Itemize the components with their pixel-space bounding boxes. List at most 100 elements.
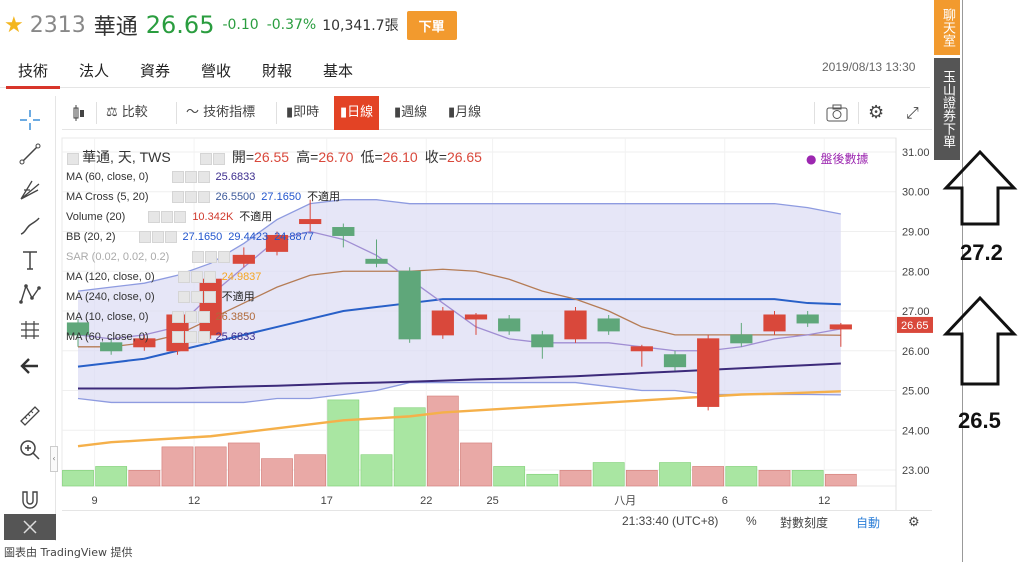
auto-scale-toggle[interactable]: 自動 <box>856 516 881 530</box>
price-tick-label: 23.00 <box>902 465 930 477</box>
legend-indicator-row[interactable]: Volume (20) 10.342K 不適用 <box>66 208 272 226</box>
legend-indicator-row[interactable]: MA (10, close, 0) 26.3850 <box>66 308 255 326</box>
indicators-button[interactable]: 〜 技術指標 <box>186 96 255 130</box>
pattern-icon[interactable] <box>18 282 42 306</box>
collapse-legend-icon[interactable] <box>67 153 79 166</box>
tab-institutional[interactable]: 法人 <box>79 62 110 80</box>
chart-style-candle-icon[interactable] <box>72 96 86 130</box>
indicator-controls[interactable] <box>191 251 231 264</box>
legend-indicator-row[interactable]: MA Cross (5, 20) 26.5500 27.1650 不適用 <box>66 188 340 206</box>
last-price-badge <box>897 316 933 333</box>
candle-body <box>299 219 322 225</box>
ma-line <box>77 199 841 292</box>
candle-body <box>531 334 554 348</box>
indicator-value: 26.3850 <box>215 311 256 323</box>
ohlc-open: 26.55 <box>254 149 290 165</box>
price-axis: 31.00 30.00 29.00 28.00 27.00 26.00 25.00 24.00… <box>895 138 933 510</box>
chat-room-button[interactable]: 聊天室 <box>934 0 960 55</box>
stock-header: ★ 2313 華通 26.65 -0.10 -0.37% 10,341.7張 下… <box>0 8 457 42</box>
tradingview-credit: 圖表由 TradingView 提供 <box>4 546 133 559</box>
legend-indicator-row[interactable]: MA (60, close, 0) 25.6833 <box>66 168 255 186</box>
volume-bar <box>791 470 824 487</box>
indicator-icon: 〜 <box>186 105 200 120</box>
volume-bar <box>659 462 691 487</box>
prediction-icon[interactable] <box>18 318 42 342</box>
indicator-controls[interactable] <box>177 291 216 304</box>
collapse-toolbar-icon[interactable]: ‹ <box>50 446 58 472</box>
legend-indicator-row[interactable]: MA (120, close, 0) 24.9837 <box>66 268 261 286</box>
legend-symbol: 華通, 天, TWS <box>82 149 171 165</box>
volume-bar <box>128 470 161 487</box>
stock-code: 2313 <box>29 12 86 38</box>
indicator-controls[interactable] <box>171 191 210 204</box>
percent-toggle[interactable]: % <box>746 514 757 528</box>
camera-icon[interactable] <box>826 96 848 130</box>
crosshair-icon[interactable] <box>18 108 42 132</box>
indicator-controls[interactable] <box>171 331 210 344</box>
candle-body <box>564 310 587 340</box>
candle-body <box>697 338 720 407</box>
order-button[interactable]: 下單 <box>406 10 457 40</box>
monthly-button[interactable]: ▮月線 <box>448 96 481 130</box>
legend-indicator-row[interactable]: MA (240, close, 0) 不適用 <box>66 288 255 306</box>
hide-icon[interactable] <box>212 153 225 166</box>
price-tick-label: 26.00 <box>902 346 930 358</box>
indicator-controls[interactable] <box>138 231 177 244</box>
remove-drawings-icon[interactable] <box>4 514 56 540</box>
volume-bar <box>227 442 260 487</box>
tab-margin[interactable]: 資券 <box>140 62 171 80</box>
time-tick-label: 6 <box>722 495 728 507</box>
candle-body <box>464 314 488 320</box>
candle-body <box>100 342 123 352</box>
indicator-controls[interactable] <box>171 171 210 184</box>
text-icon[interactable] <box>18 248 42 272</box>
gear-icon[interactable]: ⚙ <box>868 102 885 123</box>
ruler-icon[interactable] <box>18 404 42 428</box>
indicator-value: 不適用 <box>307 191 341 203</box>
legend-indicator-row[interactable]: SAR (0.02, 0.02, 0.2) <box>66 248 231 266</box>
brush-icon[interactable] <box>18 214 42 238</box>
candle-body <box>133 338 156 348</box>
candle-body <box>663 354 687 368</box>
volume-bar <box>526 473 559 487</box>
zoom-in-icon[interactable] <box>18 438 42 462</box>
legend-indicator-row[interactable]: MA (60, close, 0) 25.6833 <box>66 328 255 346</box>
tab-financials[interactable]: 財報 <box>262 62 293 80</box>
candle-body <box>763 314 786 332</box>
indicator-controls[interactable] <box>171 311 210 324</box>
compare-icon: ⚖ <box>106 105 118 120</box>
compare-button[interactable]: ⚖ 比較 <box>106 96 148 130</box>
tab-revenue[interactable]: 營收 <box>201 62 232 80</box>
last-price-label: 26.65 <box>901 320 929 332</box>
favorite-star-icon[interactable]: ★ <box>4 12 24 38</box>
indicator-controls[interactable] <box>177 271 216 284</box>
log-scale-toggle[interactable]: 對數刻度 <box>780 516 829 530</box>
toolbar-divider <box>96 102 97 124</box>
tab-technical[interactable]: 技術 <box>18 62 49 80</box>
volume-bar <box>625 470 658 487</box>
volume-bar <box>460 442 492 487</box>
volume-bar <box>559 470 592 487</box>
fib-fan-icon[interactable] <box>18 178 42 202</box>
price-tick-label: 25.00 <box>902 386 930 398</box>
indicator-name: Volume (20) <box>66 211 126 223</box>
annotation-lower-value: 26.5 <box>958 408 1001 433</box>
ohlc-open-label: 開= <box>231 149 255 165</box>
indicator-name: SAR (0.02, 0.02, 0.2) <box>66 251 170 263</box>
back-arrow-icon[interactable] <box>18 354 42 378</box>
daily-label: 日線 <box>347 105 374 120</box>
daily-button[interactable]: ▮日線 <box>334 96 380 130</box>
weekly-label: 週線 <box>401 105 428 120</box>
broker-order-button[interactable]: 玉山證券下單 <box>934 58 960 160</box>
fullscreen-icon[interactable]: ⤢ <box>906 103 919 122</box>
indicator-controls[interactable] <box>147 211 187 224</box>
legend-indicator-row[interactable]: BB (20, 2) 27.1650 29.4423 24.8877 <box>66 228 314 246</box>
weekly-button[interactable]: ▮週線 <box>394 96 427 130</box>
trend-line-icon[interactable] <box>18 142 42 166</box>
settings-icon[interactable] <box>199 153 212 166</box>
chart-status-bar: 21:33:40 (UTC+8) % 對數刻度 自動 ⚙ <box>62 510 932 530</box>
intraday-button[interactable]: ▮即時 <box>286 96 319 130</box>
magnet-icon[interactable] <box>18 488 42 512</box>
gear-icon[interactable]: ⚙ <box>908 514 920 529</box>
tab-basic[interactable]: 基本 <box>323 62 354 80</box>
